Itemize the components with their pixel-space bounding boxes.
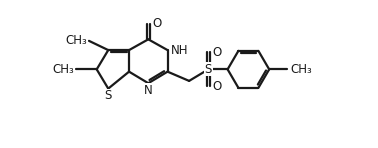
Text: O: O [212,46,222,59]
Text: O: O [212,80,222,93]
Text: N: N [144,84,153,97]
Text: CH₃: CH₃ [290,63,312,76]
Text: S: S [105,89,112,102]
Text: CH₃: CH₃ [66,34,87,47]
Text: NH: NH [170,44,188,57]
Text: S: S [204,63,212,76]
Text: CH₃: CH₃ [53,63,74,76]
Text: O: O [152,17,161,30]
